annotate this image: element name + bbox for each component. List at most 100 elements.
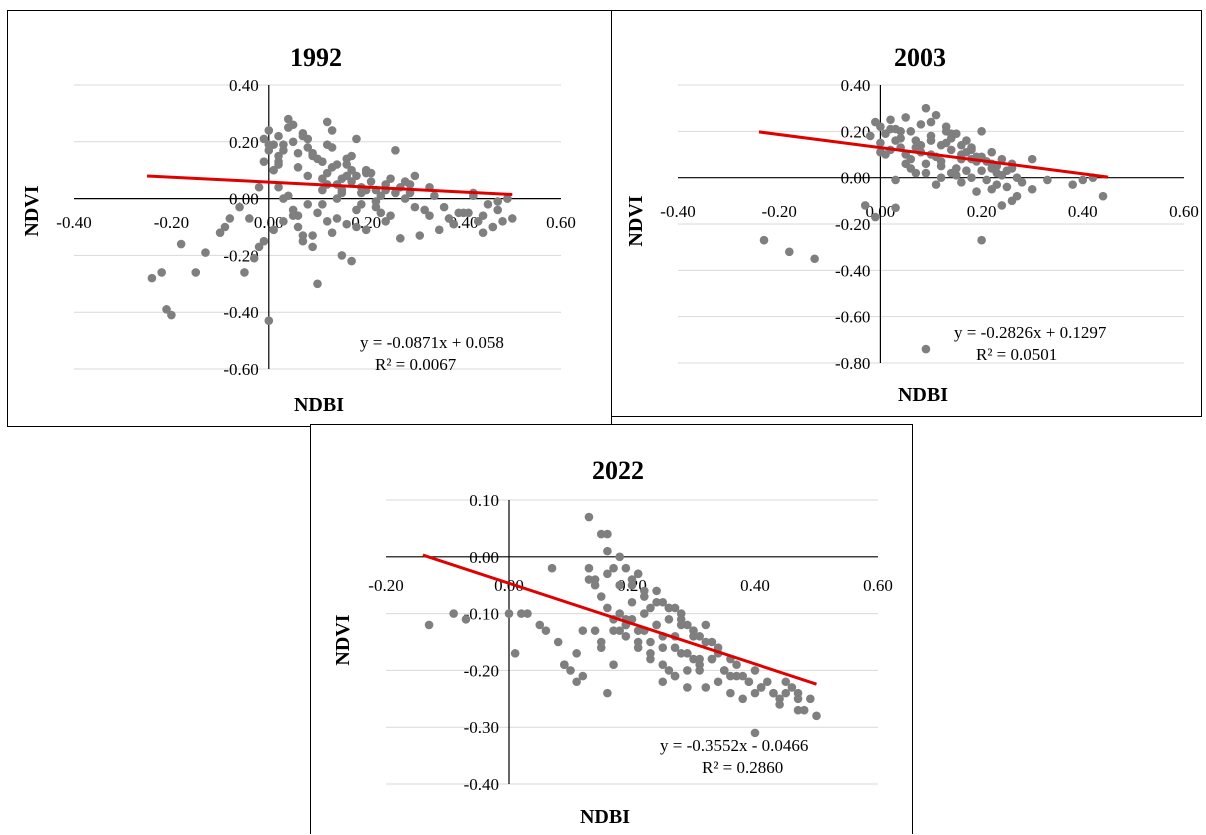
x-tick-label: -0.20 xyxy=(368,576,403,595)
chart-title: 1992 xyxy=(290,43,342,72)
data-point xyxy=(750,666,760,675)
data-point xyxy=(332,214,342,223)
r-squared-label: R² = 0.0501 xyxy=(976,345,1057,364)
x-tick-label: -0.40 xyxy=(660,202,695,221)
data-point xyxy=(896,127,905,136)
data-point xyxy=(732,671,741,681)
data-point xyxy=(683,683,692,692)
data-point xyxy=(689,654,698,664)
y-tick-label: -0.30 xyxy=(464,718,499,737)
data-point xyxy=(982,175,991,185)
data-point xyxy=(707,637,717,647)
data-point xyxy=(176,239,186,249)
data-point xyxy=(891,175,900,185)
data-point xyxy=(347,165,356,175)
data-point xyxy=(793,705,803,715)
data-point xyxy=(274,131,283,141)
y-tick-label: 0.00 xyxy=(469,548,499,567)
data-point xyxy=(596,592,606,601)
data-point xyxy=(992,180,1002,189)
data-point xyxy=(785,247,794,257)
data-point xyxy=(987,164,997,173)
data-point xyxy=(560,660,569,670)
x-axis-label: NDBI xyxy=(898,384,948,406)
data-point xyxy=(911,168,921,178)
data-point xyxy=(572,649,581,658)
y-tick-label: -0.20 xyxy=(223,246,258,265)
data-point xyxy=(787,683,797,692)
data-point xyxy=(931,110,941,120)
data-point xyxy=(738,694,747,704)
data-point xyxy=(352,171,361,181)
data-point xyxy=(366,168,376,178)
data-point xyxy=(342,171,352,181)
data-point xyxy=(327,228,337,237)
data-point xyxy=(274,157,283,166)
y-tick-label: 0.00 xyxy=(229,190,259,209)
data-point xyxy=(695,632,704,641)
data-point xyxy=(430,191,439,201)
data-point xyxy=(259,134,269,144)
data-point xyxy=(245,214,254,223)
data-point xyxy=(293,163,303,172)
data-point xyxy=(1007,196,1017,206)
data-point xyxy=(615,626,624,635)
y-tick-label: 0.40 xyxy=(229,76,259,95)
data-point xyxy=(609,626,618,635)
data-point xyxy=(415,231,425,240)
data-point xyxy=(225,214,235,223)
data-point xyxy=(240,268,249,277)
data-point xyxy=(410,202,420,212)
data-point xyxy=(750,688,760,698)
data-point xyxy=(652,620,661,630)
data-point xyxy=(921,168,931,178)
data-point xyxy=(683,620,692,630)
data-point xyxy=(541,626,551,635)
y-axis-label: NDVI xyxy=(625,195,647,246)
data-point xyxy=(279,217,288,226)
data-point xyxy=(488,222,498,232)
r-squared-label: R² = 0.0067 xyxy=(375,355,457,374)
data-point xyxy=(962,147,971,157)
data-point xyxy=(763,677,772,687)
data-point xyxy=(308,242,317,252)
y-tick-label: -0.40 xyxy=(464,775,499,794)
data-point xyxy=(962,166,971,176)
data-point xyxy=(615,609,624,618)
data-point xyxy=(603,603,612,613)
data-point xyxy=(1098,191,1108,201)
data-point xyxy=(347,177,356,186)
data-point xyxy=(269,225,278,235)
data-point xyxy=(701,620,711,630)
data-point xyxy=(646,603,655,613)
data-point xyxy=(313,208,322,218)
data-point xyxy=(303,143,313,152)
data-point xyxy=(707,654,717,664)
data-point xyxy=(906,127,916,136)
data-point xyxy=(322,217,332,226)
data-point xyxy=(157,268,166,277)
data-point xyxy=(191,268,201,277)
x-axis-label: NDBI xyxy=(294,394,344,416)
x-tick-label: -0.40 xyxy=(56,213,91,232)
x-tick-label: 0.00 xyxy=(866,202,896,221)
data-point xyxy=(395,234,405,243)
y-tick-label: -0.20 xyxy=(835,215,870,234)
trendline xyxy=(146,174,513,196)
data-point xyxy=(627,597,637,607)
data-point xyxy=(269,165,278,175)
data-point xyxy=(941,138,951,148)
data-point xyxy=(318,174,327,184)
data-point xyxy=(547,563,557,573)
chart-panel-2022: 0.100.00-0.10-0.20-0.30-0.40-0.200.000.2… xyxy=(310,424,913,834)
data-point xyxy=(254,242,264,252)
data-point xyxy=(931,180,941,189)
data-point xyxy=(478,228,488,237)
data-point xyxy=(293,211,303,220)
chart-panel-2003: 0.40 0.20 0.00 -0.20 -0.40 -0.60 -0.80 -0.40 -0.… xyxy=(612,10,1202,417)
data-point xyxy=(633,569,643,579)
data-point xyxy=(609,660,618,670)
data-point xyxy=(249,253,259,263)
data-point xyxy=(670,671,680,681)
data-point xyxy=(871,212,880,222)
